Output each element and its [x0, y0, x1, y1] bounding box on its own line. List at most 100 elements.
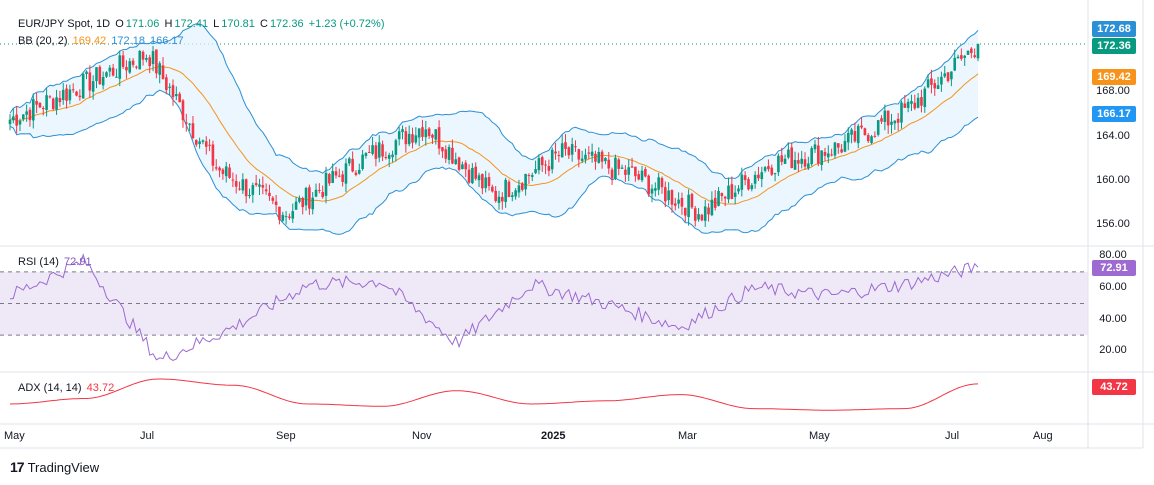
candle-body	[750, 185, 754, 190]
candle-body	[514, 190, 517, 197]
candle-body	[304, 188, 308, 206]
candle-body	[357, 169, 361, 174]
candle-body	[600, 151, 604, 162]
candle-body	[540, 157, 544, 166]
pane-frames	[0, 0, 1154, 449]
close-label: C	[259, 18, 268, 30]
candle-body	[664, 187, 667, 202]
candle-body	[567, 147, 571, 156]
rsi-legend: RSI (14) 72.91	[18, 255, 94, 269]
candle-body	[580, 158, 584, 161]
candle-body	[547, 166, 551, 171]
rsi-name[interactable]: RSI (14)	[18, 256, 59, 268]
candle-body	[660, 178, 664, 188]
low-label: L	[213, 18, 220, 30]
candle-body	[464, 162, 468, 170]
candle-body	[367, 152, 371, 154]
candle-body	[770, 167, 774, 175]
candle-body	[224, 166, 228, 177]
candle-body	[48, 96, 52, 98]
tradingview-footer[interactable]: 17 TradingView	[10, 459, 99, 475]
candle-body	[387, 154, 391, 159]
candle-body	[956, 56, 960, 59]
candle-body	[271, 197, 275, 201]
candle-body	[560, 143, 564, 158]
candle-body	[534, 169, 537, 174]
candle-body	[840, 149, 843, 153]
candle-body	[141, 51, 145, 60]
candle-body	[530, 175, 534, 177]
candle-body	[288, 216, 291, 218]
candle-body	[707, 207, 710, 215]
candle-body	[454, 159, 458, 165]
candle-body	[820, 150, 823, 165]
candle-body	[926, 79, 930, 88]
candle-body	[371, 145, 374, 154]
candle-body	[827, 153, 830, 158]
candle-body	[517, 185, 521, 193]
candle-body	[314, 189, 318, 197]
candle-body	[58, 97, 62, 103]
candle-body	[494, 190, 497, 202]
brand-label: TradingView	[27, 459, 100, 475]
candle-body	[55, 97, 58, 110]
candle-body	[331, 170, 334, 183]
candle-body	[85, 71, 88, 75]
candle-body	[434, 129, 438, 140]
candle-body	[361, 154, 364, 170]
candle-body	[45, 95, 48, 110]
candle-body	[181, 100, 185, 121]
adx-name[interactable]: ADX (14, 14)	[18, 382, 82, 394]
candle-body	[667, 190, 670, 201]
candle-body	[165, 77, 168, 91]
close-value: 172.36	[269, 18, 304, 30]
price-legend: EUR/JPY Spot, 1D O 171.06 H 172.41 L 170.81…	[18, 17, 387, 31]
candle-body	[497, 196, 501, 203]
bb-lower-value: 166.17	[150, 35, 184, 47]
candle-body	[301, 198, 305, 208]
candle-body	[268, 192, 271, 197]
candle-body	[98, 66, 102, 85]
candle-body	[647, 175, 650, 195]
candle-body	[920, 97, 923, 106]
symbol-label[interactable]: EUR/JPY Spot, 1D	[18, 18, 111, 30]
candle-body	[767, 166, 770, 170]
candle-body	[211, 144, 215, 166]
candle-body	[760, 172, 764, 180]
candle-body	[404, 131, 408, 145]
candle-body	[65, 88, 68, 101]
candle-body	[910, 101, 913, 104]
candle-body	[797, 160, 800, 164]
candle-body	[863, 128, 867, 136]
candles	[8, 43, 980, 227]
candle-body	[201, 140, 205, 142]
candle-body	[953, 57, 957, 71]
candle-body	[18, 120, 22, 125]
candle-body	[491, 186, 494, 192]
candle-body	[657, 177, 660, 190]
adx-line	[9, 378, 979, 411]
candle-body	[856, 125, 860, 144]
candle-body	[341, 174, 344, 182]
candle-body	[620, 167, 624, 169]
bb-name[interactable]: BB (20, 2)	[18, 35, 68, 47]
candle-body	[640, 170, 644, 181]
candle-body	[175, 94, 178, 97]
candle-body	[966, 50, 970, 55]
candle-body	[384, 157, 388, 159]
candle-body	[377, 142, 381, 158]
candle-body	[125, 67, 128, 71]
candle-body	[973, 55, 976, 58]
candle-body	[461, 164, 464, 170]
candle-body	[853, 131, 857, 142]
candle-body	[214, 167, 218, 169]
candle-body	[234, 181, 238, 187]
candle-body	[787, 149, 790, 158]
candle-body	[12, 116, 15, 121]
candle-body	[427, 128, 431, 136]
candle-body	[790, 147, 794, 169]
candle-body	[860, 125, 863, 128]
candle-body	[281, 214, 285, 221]
candle-body	[451, 147, 454, 164]
